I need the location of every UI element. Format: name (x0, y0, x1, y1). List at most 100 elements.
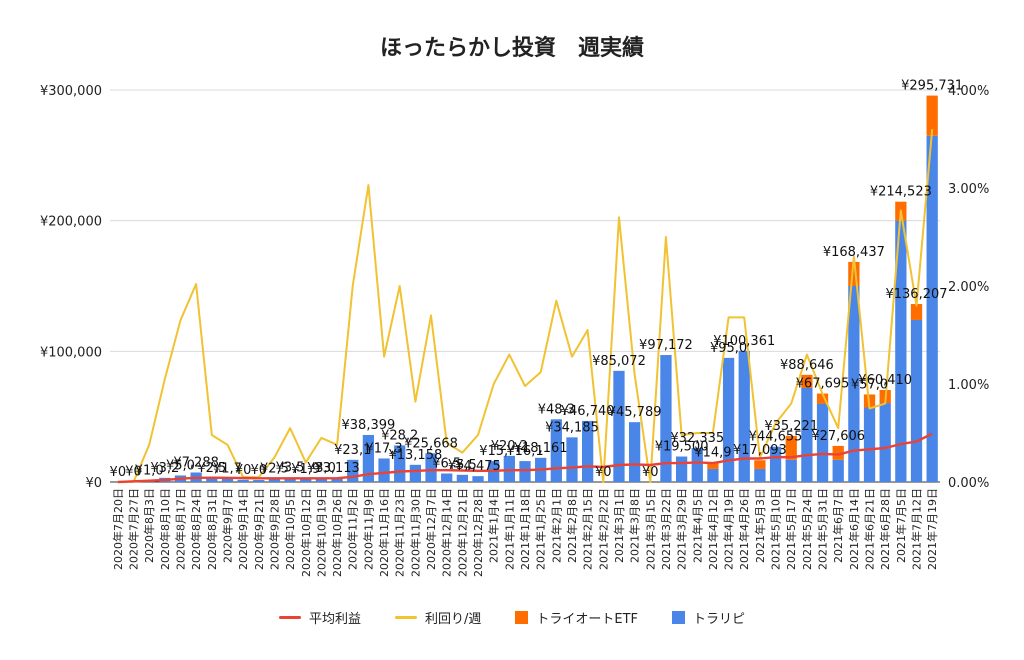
data-label: ¥0 (595, 465, 612, 480)
data-label: ¥0 (235, 463, 252, 478)
x-tick-label: 2020年9月21日 (252, 488, 266, 570)
bar-toraripi (801, 387, 813, 482)
bar-toraripi (441, 473, 453, 482)
x-tick-label: 2020年8月17日 (173, 488, 187, 570)
data-label: ¥38,399 (342, 418, 396, 433)
bar-toraripi (879, 403, 891, 482)
data-label: ¥0 (125, 465, 142, 480)
bar-toraripi (785, 459, 797, 482)
data-label: ¥6,5 (432, 457, 461, 472)
x-tick-label: 2020年8月24日 (189, 488, 203, 570)
y-left-tick-label: ¥100,000 (40, 345, 102, 360)
data-label: ¥5,5 (448, 458, 477, 473)
data-label: ¥15, (479, 444, 508, 459)
legend-swatch-weekly-yield (394, 616, 417, 619)
data-label: ¥13,158 (388, 448, 442, 463)
x-tick-label: 2021年6月7日 (831, 488, 845, 563)
x-tick-label: 2021年3月1日 (612, 488, 626, 563)
bar-toraripi (832, 459, 844, 482)
y-left-tick-label: ¥300,000 (40, 84, 102, 99)
bar-triauto-etf (707, 462, 719, 469)
legend-label-triauto-etf: トライオートETF (536, 612, 639, 627)
data-label: ¥16,1 (506, 444, 543, 459)
x-tick-label: 2020年12月7日 (424, 488, 438, 570)
x-tick-label: 2021年1月25日 (534, 488, 548, 570)
bar-toraripi (738, 350, 750, 482)
data-label: ¥57,0 (851, 377, 888, 392)
bar-toraripi (425, 453, 437, 482)
bar-toraripi (754, 468, 766, 482)
data-label: ¥0 (110, 465, 127, 480)
bar-toraripi (910, 319, 923, 482)
x-tick-label: 2021年7月19日 (925, 488, 939, 570)
bar-toraripi (816, 403, 829, 482)
bar-toraripi (300, 478, 312, 482)
x-tick-label: 2021年2月8日 (565, 488, 579, 563)
data-label: ¥7,288 (173, 455, 219, 470)
x-tick-label: 2021年1月18日 (518, 488, 532, 570)
data-label: ¥17,093 (733, 443, 787, 458)
bar-toraripi (331, 477, 343, 482)
data-label: ¥95,0 (710, 341, 747, 356)
data-label: ¥2,5 (197, 461, 226, 476)
bar-toraripi (566, 437, 578, 482)
bar-toraripi (926, 135, 938, 482)
bar-triauto-etf (848, 261, 860, 286)
x-tick-label: 2021年3月22日 (659, 488, 673, 570)
x-tick-label: 2021年6月28日 (878, 488, 892, 570)
data-label: ¥0 (251, 463, 268, 478)
data-label: ¥1,0 (135, 464, 164, 479)
legend-item-average-profit[interactable]: 平均利益 (278, 608, 361, 627)
data-label: ¥46,740 (561, 404, 615, 419)
legend-swatch-triauto-etf (515, 611, 529, 624)
legend-swatch-average-profit (278, 616, 301, 619)
x-tick-label: 2020年11月23日 (393, 488, 407, 577)
data-label: ¥60,410 (858, 373, 912, 388)
data-label: ¥1,9 (291, 462, 320, 477)
data-label: ¥1,7 (213, 462, 242, 477)
bar-toraripi (863, 407, 876, 482)
x-tick-label: 2021年2月15日 (581, 488, 595, 570)
data-label: ¥14,9 (694, 445, 731, 460)
x-tick-label: 2021年6月14日 (847, 488, 861, 570)
bar-toraripi (628, 422, 641, 482)
bar-triauto-etf (926, 95, 938, 136)
data-label: ¥27,606 (811, 429, 865, 444)
x-tick-label: 2021年1月4日 (487, 488, 501, 563)
bar-toraripi (582, 420, 594, 482)
data-label: ¥3,5 (276, 460, 305, 475)
data-label: ¥25,668 (404, 436, 458, 451)
x-tick-label: 2021年7月12日 (910, 488, 924, 570)
bar-toraripi (472, 476, 484, 482)
legend-item-toraripi[interactable]: トラリピ (672, 608, 745, 627)
series-line-average-profit (117, 432, 933, 484)
x-tick-label: 2020年12月21日 (455, 488, 469, 577)
data-label: ¥0 (642, 465, 659, 480)
legend-label-toraripi: トラリピ (693, 612, 746, 627)
chart-legend: 平均利益 利回り/週 トライオートETF トラリピ (0, 608, 1024, 627)
x-tick-label: 2020年8月3日 (142, 488, 156, 563)
legend-item-weekly-yield[interactable]: 利回り/週 (394, 608, 481, 627)
data-label: ¥136,207 (885, 287, 947, 302)
x-tick-label: 2020年8月10日 (158, 488, 172, 570)
bar-triauto-etf (801, 374, 813, 388)
x-tick-label: 2021年3月15日 (643, 488, 657, 570)
y-right-tick-label: 1.00% (948, 378, 989, 393)
data-label: ¥35,221 (764, 419, 818, 434)
data-label: ¥214,523 (870, 185, 932, 200)
chart-title: ほったらかし投資 週実績 (379, 36, 644, 61)
x-tick-label: 2021年1月11日 (502, 488, 516, 570)
data-label: ¥168,437 (823, 245, 885, 260)
y-left-tick-label: ¥200,000 (40, 215, 102, 230)
y-right-tick-label: 2.00% (948, 280, 989, 295)
data-label: ¥295,731 (901, 79, 963, 94)
y-right-tick-label: 0.00% (948, 476, 989, 491)
bar-toraripi (378, 458, 390, 482)
x-tick-label: 2020年11月30日 (408, 488, 422, 577)
legend-item-triauto-etf[interactable]: トライオートETF (515, 608, 638, 627)
data-label: ¥97,172 (639, 338, 693, 353)
x-tick-label: 2020年10月19日 (314, 488, 328, 577)
data-label: ¥23,1 (334, 443, 371, 458)
